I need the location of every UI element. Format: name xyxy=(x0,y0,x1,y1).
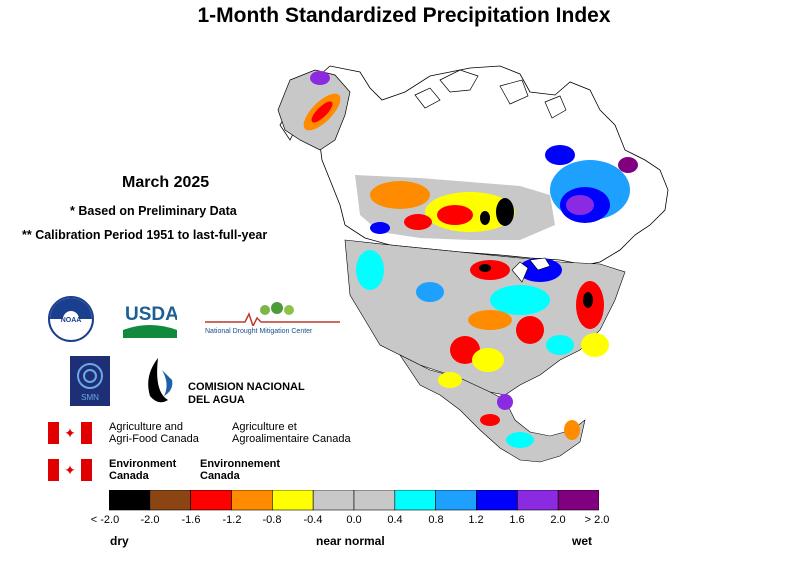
legend-swatch xyxy=(231,490,273,511)
ndmc-text: National Drought Mitigation Center xyxy=(205,328,313,335)
ec-en-2: Canada xyxy=(109,470,149,482)
preliminary-note: * Based on Preliminary Data xyxy=(70,204,237,218)
legend-tick-label: > 2.0 xyxy=(584,514,610,526)
legend-wet-label: wet xyxy=(572,534,593,548)
legend-dry-label: dry xyxy=(110,534,129,548)
smn-text: SMN xyxy=(81,393,99,402)
legend-tick-label: 2.0 xyxy=(550,514,566,526)
ndmc-logo: National Drought Mitigation Center xyxy=(205,300,340,340)
aafc-en-1: Agriculture and xyxy=(109,421,183,433)
legend-color-bar xyxy=(109,490,599,511)
legend-swatch xyxy=(312,490,355,511)
canada-flag-icon-2: ✦ xyxy=(48,459,92,481)
canada-flag-icon: ✦ xyxy=(48,422,92,444)
legend-swatch xyxy=(435,490,477,511)
legend-tick-label: 1.2 xyxy=(468,514,484,526)
aafc-fr-1: Agriculture et xyxy=(232,421,297,433)
usda-text: USDA xyxy=(125,304,177,325)
legend-swatch xyxy=(272,490,314,511)
smn-logo: SMN xyxy=(70,356,110,406)
legend-swatch xyxy=(149,490,191,511)
legend-tick-label: 0.0 xyxy=(346,514,362,526)
legend-swatch xyxy=(517,490,559,511)
aafc-en-2: Agri-Food Canada xyxy=(109,433,199,445)
legend-tick-label: -1.6 xyxy=(181,514,201,526)
legend-swatch xyxy=(109,490,151,511)
legend-tick-label: -0.4 xyxy=(303,514,323,526)
usda-logo: USDA xyxy=(123,304,177,338)
legend-tick-label: < -2.0 xyxy=(90,514,120,526)
ec-fr-1: Environnement xyxy=(200,458,281,470)
map-title: 1-Month Standardized Precipitation Index xyxy=(197,4,611,27)
legend-swatch xyxy=(190,490,232,511)
conagua-line-2: DEL AGUA xyxy=(188,394,245,406)
legend-tick-label: -1.2 xyxy=(222,514,242,526)
legend-tick-label: 0.4 xyxy=(387,514,403,526)
noaa-logo: NOAA xyxy=(48,296,94,342)
noaa-text: NOAA xyxy=(61,317,82,324)
conagua-line-1: COMISION NACIONAL xyxy=(188,381,305,393)
legend-swatch xyxy=(476,490,518,511)
legend-tick-label: 0.8 xyxy=(428,514,444,526)
conagua-logo xyxy=(148,358,173,403)
legend-tick-label: -0.8 xyxy=(262,514,282,526)
legend-swatch xyxy=(394,490,436,511)
legend-swatch xyxy=(353,490,396,511)
legend-tick-label: -2.0 xyxy=(140,514,160,526)
legend-tick-label: 1.6 xyxy=(509,514,525,526)
legend-swatch xyxy=(557,490,599,511)
mexico xyxy=(399,354,586,463)
legend-normal-label: near normal xyxy=(316,534,385,548)
ec-fr-2: Canada xyxy=(200,470,240,482)
month-label: March 2025 xyxy=(122,174,210,191)
canada-anomalies xyxy=(355,145,638,240)
ec-en-1: Environment xyxy=(109,458,177,470)
alaska xyxy=(277,69,351,151)
united-states xyxy=(344,239,626,396)
calibration-note: ** Calibration Period 1951 to last-full-… xyxy=(22,228,268,242)
aafc-fr-2: Agroalimentaire Canada xyxy=(232,433,351,445)
